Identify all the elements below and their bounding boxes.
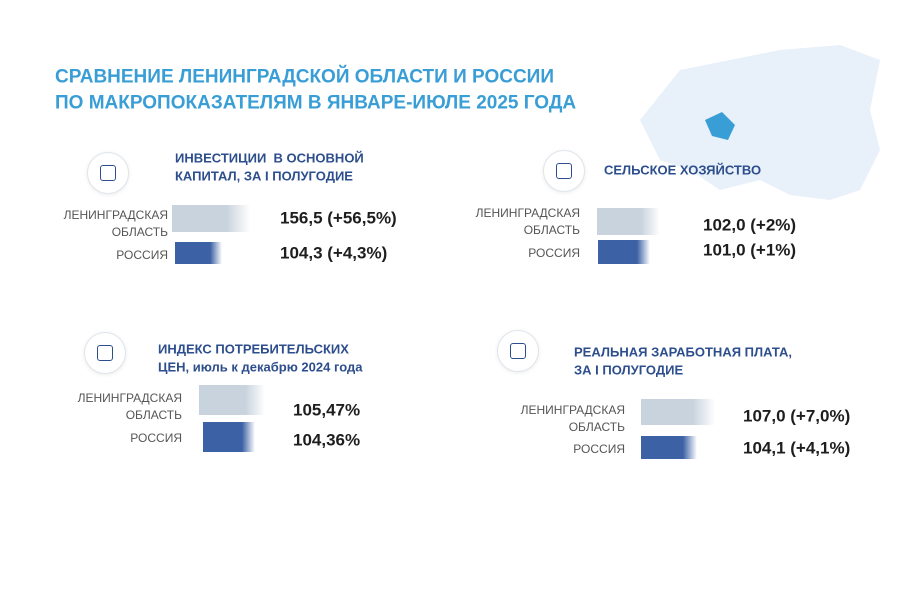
panel-title: КАПИТАЛ, ЗА I ПОЛУГОДИЕ: [175, 168, 353, 184]
panel-title: СЕЛЬСКОЕ ХОЗЯЙСТВО: [604, 162, 762, 178]
row-value: 104,1 (+4,1%): [743, 438, 851, 458]
indicator-bar: [172, 205, 250, 232]
lake: [705, 112, 735, 140]
row-value: 104,3 (+4,3%): [280, 243, 388, 263]
panel-title: РЕАЛЬНАЯ ЗАРАБОТНАЯ ПЛАТА,: [574, 344, 792, 360]
panel-icon: [87, 152, 129, 194]
row-value: 102,0 (+2%): [703, 215, 797, 235]
indicator-bar: [598, 240, 650, 264]
region-map: [640, 45, 880, 200]
row-label: ЛЕНИНГРАДСКАЯ: [63, 208, 168, 222]
row-label: ЛЕНИНГРАДСКАЯ: [520, 403, 625, 417]
row-value: 101,0 (+1%): [703, 240, 797, 260]
row-label: РОССИЯ: [130, 431, 182, 445]
title: СРАВНЕНИЕ ЛЕНИНГРАДСКОЙ ОБЛАСТИ И РОССИИ: [55, 66, 554, 88]
row-label: ЛЕНИНГРАДСКАЯ: [77, 391, 182, 405]
panel-icon: [84, 332, 126, 374]
row-label: РОССИЯ: [573, 442, 625, 456]
panel-title: ИНДЕКС ПОТРЕБИТЕЛЬСКИХ: [158, 341, 349, 357]
indicator-bar: [641, 436, 697, 459]
indicator-bar: [199, 385, 265, 415]
indicator-bar: [597, 208, 660, 235]
row-label: РОССИЯ: [528, 246, 580, 260]
row-label: ЛЕНИНГРАДСКАЯ: [475, 206, 580, 220]
row-label: РОССИЯ: [116, 248, 168, 262]
indicator-bar: [203, 422, 255, 452]
indicator-bar: [641, 399, 715, 425]
panel-title: ИНВЕСТИЦИИ В ОСНОВНОЙ: [175, 150, 364, 166]
panel-title: ЦЕН, июль к декабрю 2024 года: [158, 359, 363, 375]
panel-icon: [497, 330, 539, 372]
row-value: 104,36%: [293, 430, 361, 450]
row-label: ОБЛАСТЬ: [568, 420, 625, 434]
row-label: ОБЛАСТЬ: [125, 408, 182, 422]
row-label: ОБЛАСТЬ: [111, 225, 168, 239]
title: ПО МАКРОПОКАЗАТЕЛЯМ В ЯНВАРЕ-ИЮЛЕ 2025 Г…: [55, 92, 577, 114]
indicator-bar: [175, 242, 222, 264]
panel-icon: [543, 150, 585, 192]
row-value: 156,5 (+56,5%): [280, 208, 397, 228]
panel-title: ЗА I ПОЛУГОДИЕ: [574, 362, 684, 378]
row-value: 105,47%: [293, 400, 361, 420]
row-value: 107,0 (+7,0%): [743, 406, 851, 426]
row-label: ОБЛАСТЬ: [523, 223, 580, 237]
